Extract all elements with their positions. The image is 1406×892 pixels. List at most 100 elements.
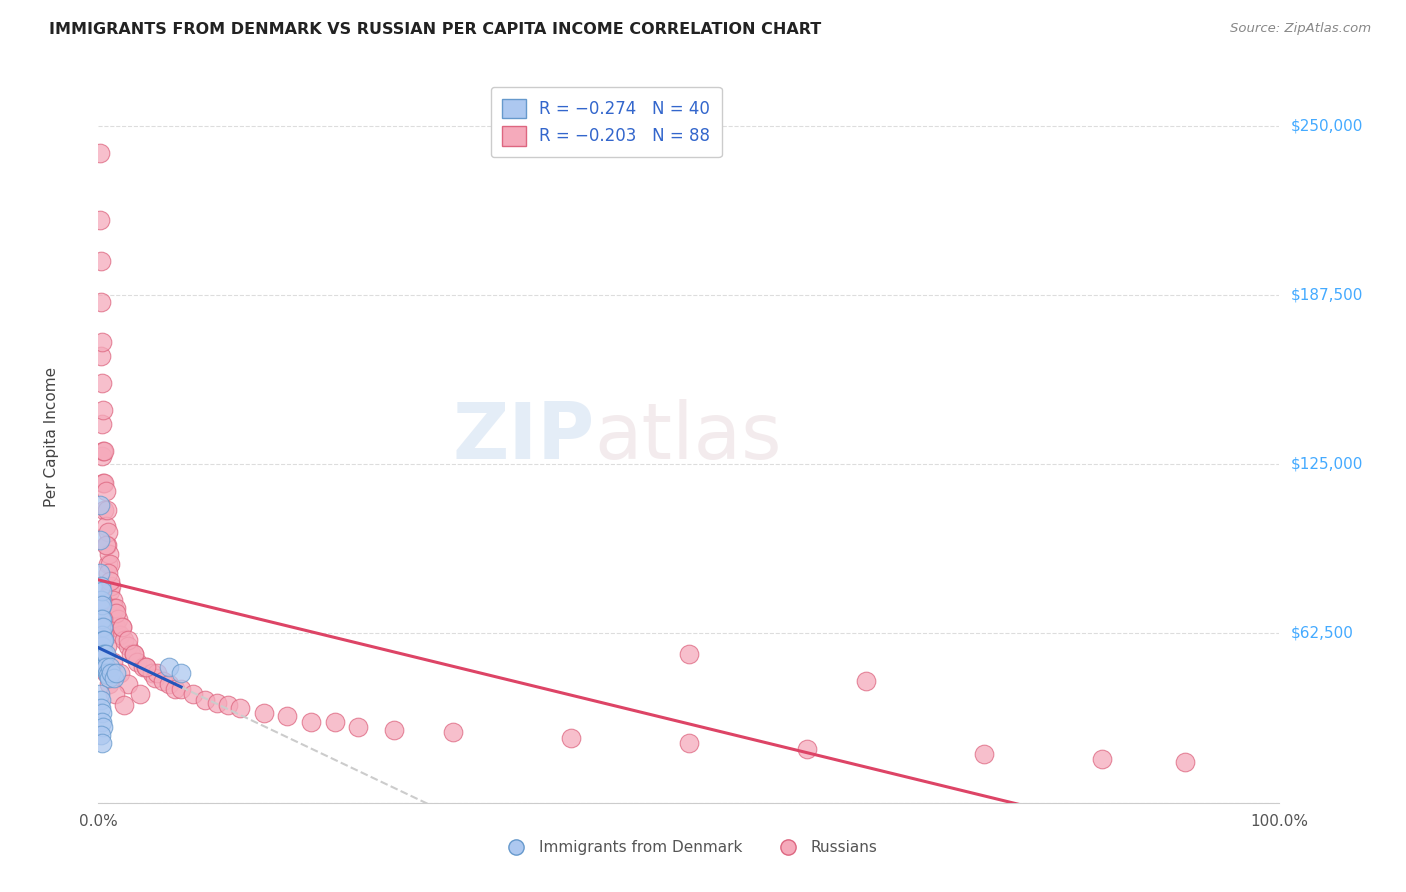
- Point: [194, 693, 217, 707]
- Point: [93, 503, 115, 517]
- Point: [111, 620, 134, 634]
- Point: [90, 639, 112, 653]
- Text: Per Capita Income: Per Capita Income: [44, 367, 59, 508]
- Point: [141, 665, 163, 680]
- Point: [112, 698, 135, 713]
- Point: [98, 671, 121, 685]
- Point: [91, 335, 114, 350]
- Text: $187,500: $187,500: [1291, 287, 1362, 302]
- Point: [973, 747, 995, 761]
- Point: [94, 538, 117, 552]
- Text: $250,000: $250,000: [1291, 118, 1362, 133]
- Point: [347, 720, 370, 734]
- Point: [276, 709, 298, 723]
- Point: [112, 633, 135, 648]
- Point: [90, 579, 112, 593]
- Point: [93, 628, 115, 642]
- Point: [91, 655, 114, 669]
- Point: [91, 714, 114, 729]
- Point: [122, 647, 145, 661]
- Point: [90, 600, 112, 615]
- Point: [93, 476, 115, 491]
- Point: [100, 665, 122, 680]
- Text: $62,500: $62,500: [1291, 626, 1354, 641]
- Text: ZIP: ZIP: [453, 399, 595, 475]
- Point: [855, 673, 877, 688]
- Point: [91, 611, 114, 625]
- Point: [382, 723, 405, 737]
- Point: [90, 254, 112, 268]
- Point: [105, 620, 128, 634]
- Point: [117, 676, 139, 690]
- Point: [135, 660, 157, 674]
- Point: [170, 665, 193, 680]
- Point: [98, 660, 121, 674]
- Point: [91, 628, 114, 642]
- Text: Source: ZipAtlas.com: Source: ZipAtlas.com: [1230, 22, 1371, 36]
- Point: [97, 566, 120, 580]
- Point: [441, 725, 464, 739]
- Point: [91, 706, 114, 721]
- Point: [104, 688, 127, 702]
- Point: [94, 484, 117, 499]
- Point: [91, 620, 114, 634]
- Point: [90, 620, 112, 634]
- Point: [91, 403, 114, 417]
- Point: [170, 681, 193, 696]
- Point: [1091, 752, 1114, 766]
- Point: [96, 503, 118, 517]
- Point: [91, 592, 114, 607]
- Point: [94, 660, 117, 674]
- Point: [93, 647, 115, 661]
- Point: [117, 633, 139, 648]
- Point: [98, 584, 121, 599]
- Point: [91, 647, 114, 661]
- Point: [90, 728, 112, 742]
- Point: [90, 349, 112, 363]
- Point: [117, 639, 139, 653]
- Point: [90, 611, 112, 625]
- Point: [105, 600, 128, 615]
- Point: [122, 647, 145, 661]
- Point: [299, 714, 322, 729]
- Point: [105, 606, 128, 620]
- Point: [91, 647, 114, 661]
- Point: [253, 706, 276, 721]
- Legend: Immigrants from Denmark, Russians: Immigrants from Denmark, Russians: [495, 834, 883, 861]
- Point: [98, 547, 121, 561]
- Point: [91, 660, 114, 674]
- Point: [94, 647, 117, 661]
- Point: [91, 633, 114, 648]
- Point: [91, 476, 114, 491]
- Point: [678, 647, 700, 661]
- Text: IMMIGRANTS FROM DENMARK VS RUSSIAN PER CAPITA INCOME CORRELATION CHART: IMMIGRANTS FROM DENMARK VS RUSSIAN PER C…: [49, 22, 821, 37]
- Point: [143, 671, 166, 685]
- Point: [89, 566, 111, 580]
- Point: [97, 668, 120, 682]
- Point: [90, 693, 112, 707]
- Point: [181, 688, 204, 702]
- Point: [94, 665, 117, 680]
- Point: [165, 681, 187, 696]
- Point: [101, 592, 124, 607]
- Point: [90, 592, 112, 607]
- Point: [93, 443, 115, 458]
- Point: [108, 665, 131, 680]
- Point: [107, 611, 129, 625]
- Point: [111, 620, 134, 634]
- Point: [157, 676, 180, 690]
- Point: [90, 294, 112, 309]
- Point: [323, 714, 346, 729]
- Point: [89, 498, 111, 512]
- Point: [100, 579, 122, 593]
- Point: [96, 538, 118, 552]
- Point: [128, 688, 150, 702]
- Point: [97, 524, 120, 539]
- Point: [91, 443, 114, 458]
- Point: [229, 701, 252, 715]
- Point: [96, 639, 118, 653]
- Point: [91, 598, 114, 612]
- Point: [90, 701, 112, 715]
- Point: [91, 376, 114, 390]
- Point: [91, 639, 114, 653]
